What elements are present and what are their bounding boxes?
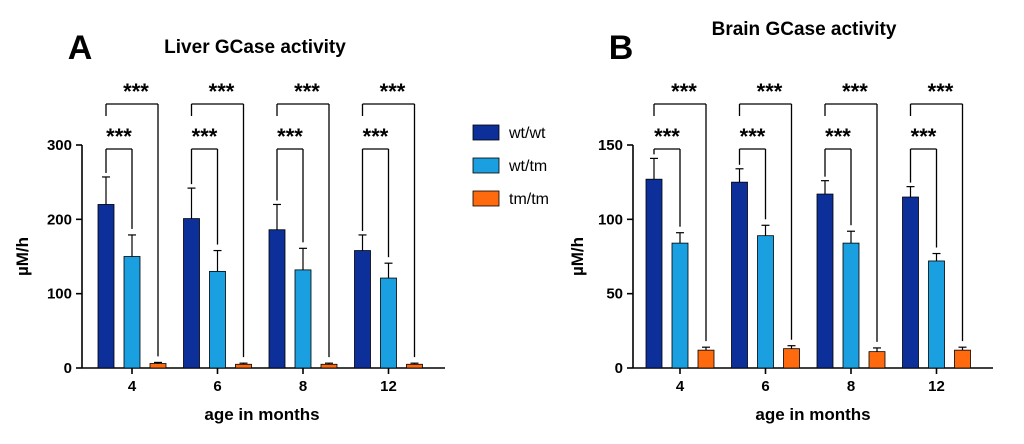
bar-wt/tm [380,277,397,369]
y-axis-label: µM/h [13,237,32,276]
bar-wt/tm [842,242,860,369]
significance-label-high: *** [757,79,783,104]
bar-tm/tm [320,363,338,369]
x-axis-label: age in months [204,405,319,424]
x-tick-label: 6 [761,378,769,395]
bar-wt/wt [183,218,200,369]
x-tick-label: 6 [213,378,221,395]
panel-label: A [68,29,93,67]
bar-tm/tm [697,349,715,369]
y-tick-label: 100 [598,211,623,228]
significance-label-high: *** [294,79,320,104]
bar-wt/wt [97,204,115,369]
x-tick-label: 12 [928,378,945,395]
chart-title: Liver GCase activity [164,37,346,58]
bar-tm/tm [954,349,971,369]
x-tick-label: 8 [299,378,307,395]
bar-wt/tm [209,270,226,369]
significance-label-low: *** [911,124,937,149]
legend-label: wt/wt [508,125,546,142]
significance-label-high: *** [842,79,868,104]
chart-title: Brain GCase activity [712,19,897,40]
x-tick-label: 4 [676,378,685,395]
x-tick-label: 12 [380,378,397,395]
significance-label-low: *** [825,124,851,149]
bar-tm/tm [868,351,886,369]
x-tick-label: 4 [128,378,137,395]
y-axis-label: µM/h [568,237,587,276]
legend-swatch-wt/tm [472,157,500,174]
significance-label-low: *** [740,124,766,149]
significance-label-high: *** [209,79,235,104]
panel-liver: A Liver GCase activity 0 100 200 300 µM/h age i… [13,29,445,424]
significance-label-low: *** [654,124,680,149]
significance-label-low: *** [363,124,389,149]
significance-label-low: *** [277,124,303,149]
bar-wt/wt [902,196,919,369]
significance-label-low: *** [192,124,218,149]
bar-tm/tm [235,363,252,369]
legend-swatch-tm/tm [472,190,500,207]
bar-tm/tm [783,348,800,369]
legend: wt/wt wt/tm tm/tm [472,124,549,208]
significance-label-high: *** [123,79,149,104]
y-tick-label: 0 [615,360,623,377]
bar-wt/wt [731,181,748,369]
y-tick-label: 50 [606,286,623,303]
y-tick-label: 150 [598,137,623,154]
y-tick-label: 300 [47,137,72,154]
legend-label: wt/tm [508,158,547,175]
bar-wt/tm [757,235,774,369]
significance-label-high: *** [928,79,954,104]
y-tick-label: 100 [47,286,72,303]
x-tick-label: 8 [847,378,855,395]
significance-label-high: *** [671,79,697,104]
y-tick-label: 0 [64,360,72,377]
significance-label-high: *** [380,79,406,104]
legend-swatch-wt/wt [472,124,500,141]
bar-wt/wt [816,193,834,369]
bar-wt/tm [294,269,312,369]
bar-wt/wt [354,250,371,369]
bar-wt/tm [928,260,945,369]
significance-label-low: *** [106,124,132,149]
x-axis-label: age in months [755,405,870,424]
bar-wt/tm [671,242,689,369]
panel-brain: B Brain GCase activity 0 50 100 150 µM/h age in… [568,19,993,424]
legend-label: tm/tm [509,191,549,208]
bar-wt/wt [645,178,663,369]
bar-wt/wt [268,229,286,369]
bar-tm/tm [406,363,423,369]
panel-label: B [609,29,634,67]
bar-tm/tm [149,363,167,369]
bar-wt/tm [123,256,141,369]
y-tick-label: 200 [47,211,72,228]
